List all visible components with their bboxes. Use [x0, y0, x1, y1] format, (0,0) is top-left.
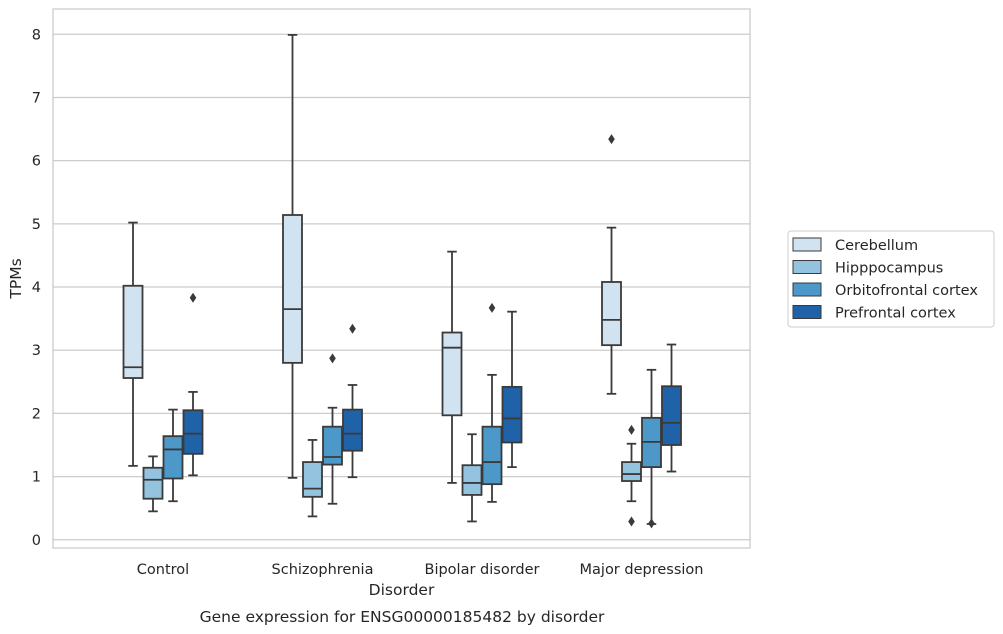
- y-tick-label: 4: [32, 280, 41, 296]
- iqr-box: [441, 331, 463, 417]
- box-hipppocampus: [302, 439, 323, 518]
- iqr-box: [322, 425, 343, 466]
- y-tick-labels: 0 1 2 3 4 5 6 7 8: [32, 27, 41, 549]
- box-hipppocampus: [142, 455, 164, 513]
- legend-frame: [787, 230, 995, 328]
- iqr-box: [461, 464, 483, 496]
- legend-label: Orbitofrontal cortex: [835, 283, 978, 299]
- legend-swatch: [792, 237, 822, 252]
- legend-label: Hipppocampus: [835, 261, 943, 277]
- legend-swatch: [792, 305, 822, 319]
- iqr-box: [182, 409, 204, 455]
- x-tick-label: Bipolar disorder: [425, 562, 540, 578]
- y-tick-label: 7: [32, 90, 41, 106]
- iqr-box: [481, 425, 503, 486]
- outlier-point: [349, 323, 356, 334]
- box-orbitofrontal-cortex: [162, 408, 184, 503]
- y-tick-label: 1: [32, 470, 41, 486]
- y-tick-label: 3: [32, 343, 41, 359]
- box-orbitofrontal-cortex: [481, 302, 503, 503]
- outlier-point: [628, 424, 635, 435]
- outlier-point: [628, 516, 635, 527]
- y-tick-label: 5: [32, 217, 41, 233]
- box-prefrontal-cortex: [342, 323, 363, 479]
- y-tick-label: 2: [32, 406, 41, 422]
- y-tick-label: 8: [32, 27, 41, 43]
- box-cerebellum: [441, 250, 463, 484]
- iqr-box: [122, 284, 144, 379]
- box-prefrontal-cortex: [661, 343, 682, 473]
- boxes: [122, 34, 682, 529]
- y-tick-label: 6: [32, 154, 41, 170]
- outlier-point: [329, 353, 336, 364]
- plot-area: [52, 8, 751, 549]
- legend-swatch: [792, 260, 822, 274]
- figure-caption: Gene expression for ENSG00000185482 by d…: [200, 608, 605, 626]
- iqr-box: [661, 385, 682, 446]
- box-hipppocampus: [621, 424, 642, 527]
- iqr-box: [142, 466, 164, 500]
- box-hipppocampus: [461, 433, 483, 523]
- x-tick-labels: Control Schizophrenia Bipolar disorder Majo…: [137, 562, 704, 578]
- outlier-point: [189, 292, 197, 303]
- legend-swatch: [792, 282, 822, 297]
- legend-label: Prefrontal cortex: [835, 306, 956, 322]
- legend: Cerebellum Hipppocampus Orbitofrontal cort…: [787, 230, 995, 328]
- iqr-box: [621, 461, 642, 482]
- outlier-point: [608, 134, 615, 145]
- y-tick-label: 0: [32, 533, 41, 549]
- iqr-box: [601, 281, 622, 347]
- x-tick-label: Control: [137, 562, 189, 578]
- box-orbitofrontal-cortex: [322, 353, 343, 505]
- legend-label: Cerebellum: [835, 238, 918, 254]
- box-orbitofrontal-cortex: [641, 368, 662, 529]
- x-axis-label: Disorder: [369, 581, 435, 599]
- iqr-box: [282, 214, 303, 364]
- x-tick-label: Schizophrenia: [272, 562, 374, 578]
- iqr-box: [302, 461, 323, 498]
- box-cerebellum: [601, 134, 622, 395]
- outlier-point: [488, 302, 496, 313]
- box-cerebellum: [122, 221, 144, 467]
- box-cerebellum: [282, 34, 303, 479]
- iqr-box: [342, 408, 363, 452]
- iqr-box: [162, 435, 184, 480]
- box-prefrontal-cortex: [501, 310, 523, 469]
- iqr-box: [501, 385, 523, 444]
- box-prefrontal-cortex: [182, 292, 204, 477]
- outlier-point: [648, 518, 655, 529]
- y-axis-label: TPMs: [7, 258, 25, 299]
- x-tick-label: Major depression: [580, 562, 704, 578]
